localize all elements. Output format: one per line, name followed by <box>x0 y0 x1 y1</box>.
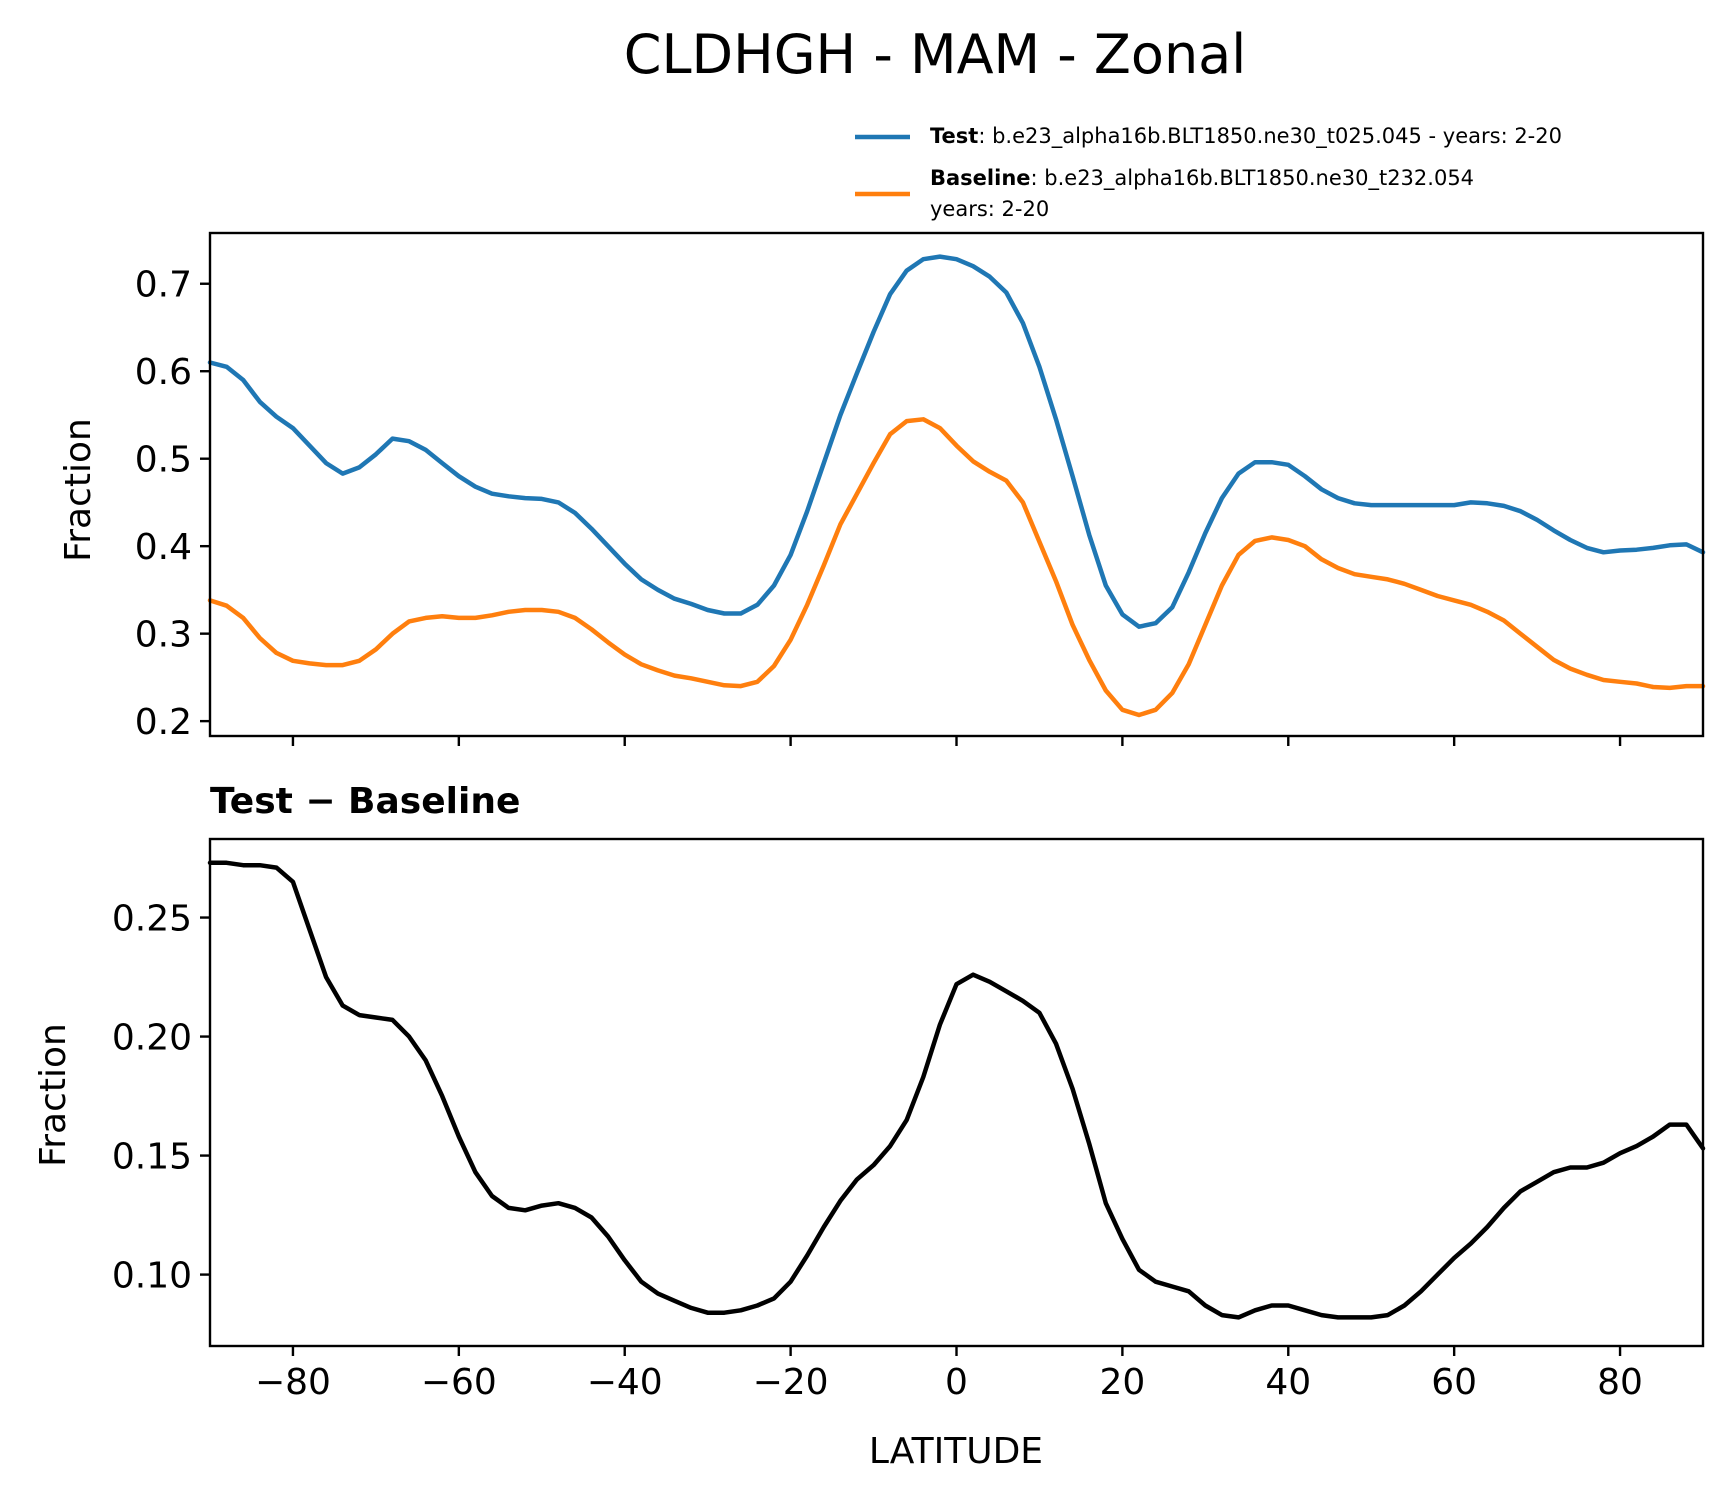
top-ytick-label: 0.4 <box>135 527 192 568</box>
legend-test-desc: : b.e23_alpha16b.BLT1850.ne30_t025.045 -… <box>978 124 1562 149</box>
bottom-xtick-label: −80 <box>255 1362 331 1403</box>
bottom-xtick-label: −40 <box>587 1362 663 1403</box>
top-ytick-label: 0.5 <box>135 440 192 481</box>
bottom-xtick-label: 40 <box>1265 1362 1311 1403</box>
legend-baseline-desc: : b.e23_alpha16b.BLT1850.ne30_t232.054 <box>1031 166 1475 191</box>
legend-baseline-years: years: 2-20 <box>930 197 1049 221</box>
bottom-ytick-label: 0.25 <box>112 899 192 940</box>
top-ytick-label: 0.6 <box>135 352 192 393</box>
bottom-panel: −80 −60 −40 −20 0 20 40 60 80 0.10 0.15 0.20 0.25 Fr… <box>33 837 1706 1472</box>
legend-entry-test: Test: b.e23_alpha16b.BLT1850.ne30_t025.0… <box>930 124 1562 149</box>
top-panel: 0.2 0.3 0.4 0.5 0.6 0.7 Fraction <box>58 231 1706 746</box>
legend-entry-baseline: Baseline: b.e23_alpha16b.BLT1850.ne30_t2… <box>930 166 1474 191</box>
top-ytick-label: 0.3 <box>135 615 192 656</box>
bottom-xtick-label: 0 <box>945 1362 968 1403</box>
top-series-test <box>207 254 1706 629</box>
figure-title: CLDHGH - MAM - Zonal <box>624 23 1247 86</box>
bottom-xtick-label: 80 <box>1597 1362 1643 1403</box>
bottom-series-test-baseline <box>207 860 1706 1320</box>
bottom-xtick-label: −20 <box>753 1362 829 1403</box>
legend-baseline-name: Baseline <box>930 166 1031 190</box>
legend-test-name: Test <box>930 124 978 148</box>
top-ytick-label: 0.7 <box>135 265 192 306</box>
bottom-ytick-label: 0.15 <box>112 1137 192 1178</box>
bottom-panel-title: Test − Baseline <box>210 781 520 822</box>
bottom-xtick-label: 20 <box>1099 1362 1145 1403</box>
bottom-xlabel: LATITUDE <box>869 1431 1043 1472</box>
top-series-baseline <box>207 417 1706 718</box>
bottom-xtick-label: 60 <box>1431 1362 1477 1403</box>
top-ytick-label: 0.2 <box>135 702 192 743</box>
bottom-ytick-label: 0.20 <box>112 1018 192 1059</box>
legend: Test: b.e23_alpha16b.BLT1850.ne30_t025.0… <box>855 124 1562 221</box>
bottom-ytick-label: 0.10 <box>112 1256 192 1297</box>
bottom-xtick-label: −60 <box>421 1362 497 1403</box>
bottom-ylabel: Fraction <box>33 1023 74 1167</box>
top-ylabel: Fraction <box>58 418 99 562</box>
